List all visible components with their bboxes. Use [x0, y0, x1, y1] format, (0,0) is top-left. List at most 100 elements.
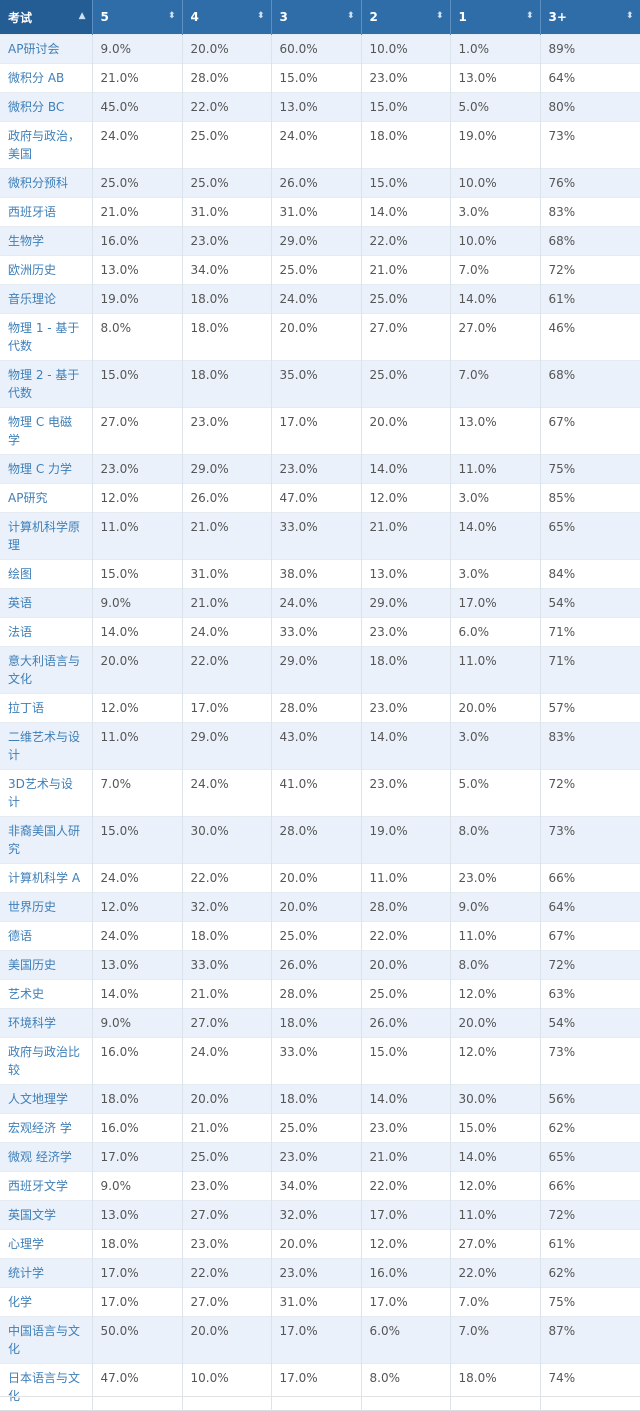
score-cell: 21.0%	[182, 1113, 272, 1143]
score-cell: 65%	[540, 1142, 640, 1172]
column-header-label: 5	[100, 10, 109, 24]
score-cell: 20.0%	[182, 1316, 272, 1364]
table-row: 德语 24.0% 18.0% 25.0% 22.0% 11.0% 67%	[0, 921, 640, 951]
score-cell: 23.0%	[182, 1171, 272, 1201]
score-cell: 72%	[540, 769, 640, 817]
score-cell: 25.0%	[182, 121, 272, 169]
score-cell: 68%	[540, 226, 640, 256]
sort-asc-icon[interactable]: ▲	[78, 11, 86, 21]
score-cell: 66%	[540, 863, 640, 893]
score-cell: 50.0%	[92, 1316, 183, 1364]
score-cell: 7.0%	[92, 769, 183, 817]
score-cell: 25.0%	[361, 360, 451, 408]
score-cell: 72%	[540, 255, 640, 285]
score-cell: 9.0%	[92, 1008, 183, 1038]
score-cell: 27.0%	[182, 1200, 272, 1230]
score-cell: 29.0%	[271, 646, 362, 694]
sort-icon[interactable]: ⬍	[346, 11, 355, 21]
score-cell: 11.0%	[361, 863, 451, 893]
score-cell: 11.0%	[92, 512, 183, 560]
score-cell: 18.0%	[182, 360, 272, 408]
column-header-4[interactable]: 4 ⬍	[182, 0, 272, 35]
score-cell: 43.0%	[271, 722, 362, 770]
score-cell: 14.0%	[450, 512, 541, 560]
score-cell: 22.0%	[361, 921, 451, 951]
score-cell: 17.0%	[271, 1363, 362, 1411]
score-cell: 19.0%	[361, 816, 451, 864]
score-cell: 67%	[540, 921, 640, 951]
sort-icon[interactable]: ⬍	[256, 11, 265, 21]
exam-name-cell: 化学	[0, 1287, 93, 1317]
score-cell: 22.0%	[182, 863, 272, 893]
score-cell: 24.0%	[182, 617, 272, 647]
score-cell: 31.0%	[271, 197, 362, 227]
score-cell: 21.0%	[182, 588, 272, 618]
sort-icon[interactable]: ⬍	[525, 11, 534, 21]
score-cell: 11.0%	[450, 921, 541, 951]
exam-name-cell: 政府与政治比较	[0, 1037, 93, 1085]
sort-icon[interactable]: ⬍	[435, 11, 444, 21]
score-cell: 23.0%	[182, 407, 272, 455]
sort-icon[interactable]: ⬍	[167, 11, 176, 21]
score-cell: 21.0%	[182, 979, 272, 1009]
exam-name-cell: 物理 C 力学	[0, 454, 93, 484]
score-cell: 23.0%	[182, 226, 272, 256]
score-cell: 24.0%	[92, 863, 183, 893]
score-cell: 35.0%	[271, 360, 362, 408]
score-cell: 16.0%	[361, 1258, 451, 1288]
exam-name-cell: 微观 经济学	[0, 1142, 93, 1172]
column-header-5[interactable]: 5 ⬍	[92, 0, 183, 35]
score-cell: 63%	[540, 979, 640, 1009]
score-cell: 15.0%	[361, 92, 451, 122]
score-cell: 9.0%	[92, 588, 183, 618]
score-cell: 23.0%	[271, 454, 362, 484]
table-row: 人文地理学 18.0% 20.0% 18.0% 14.0% 30.0% 56%	[0, 1084, 640, 1114]
table-row: 计算机科学原理 11.0% 21.0% 33.0% 21.0% 14.0% 65%	[0, 512, 640, 560]
score-cell: 12.0%	[92, 483, 183, 513]
score-cell: 27.0%	[450, 1229, 541, 1259]
score-cell: 28.0%	[361, 892, 451, 922]
score-cell: 14.0%	[361, 1084, 451, 1114]
score-cell: 74%	[540, 1363, 640, 1411]
exam-name-cell: 法语	[0, 617, 93, 647]
score-cell: 5.0%	[450, 92, 541, 122]
score-cell: 23.0%	[361, 693, 451, 723]
column-header-3plus[interactable]: 3+ ⬍	[540, 0, 640, 35]
score-cell: 26.0%	[361, 1008, 451, 1038]
score-cell: 76%	[540, 168, 640, 198]
score-cell: 13.0%	[92, 1200, 183, 1230]
score-cell: 7.0%	[450, 360, 541, 408]
score-cell: 14.0%	[361, 454, 451, 484]
column-header-2[interactable]: 2 ⬍	[361, 0, 451, 35]
table-row: 日本语言与文化 47.0% 10.0% 17.0% 8.0% 18.0% 74%	[0, 1363, 640, 1411]
column-header-exam[interactable]: 考试 ▲	[0, 0, 93, 35]
score-cell: 56%	[540, 1084, 640, 1114]
score-cell: 20.0%	[271, 892, 362, 922]
score-cell: 20.0%	[271, 863, 362, 893]
score-cell: 67%	[540, 407, 640, 455]
table-row: 微积分 AB 21.0% 28.0% 15.0% 23.0% 13.0% 64%	[0, 63, 640, 93]
score-cell: 13.0%	[450, 407, 541, 455]
table-row: 英国文学 13.0% 27.0% 32.0% 17.0% 11.0% 72%	[0, 1200, 640, 1230]
table-row: 物理 1 - 基于代数 8.0% 18.0% 20.0% 27.0% 27.0% 46%	[0, 313, 640, 361]
score-cell: 71%	[540, 617, 640, 647]
score-cell: 3.0%	[450, 483, 541, 513]
column-header-3[interactable]: 3 ⬍	[271, 0, 362, 35]
sort-icon[interactable]: ⬍	[625, 11, 634, 21]
column-header-1[interactable]: 1 ⬍	[450, 0, 541, 35]
score-cell: 29.0%	[361, 588, 451, 618]
score-cell: 57%	[540, 693, 640, 723]
score-cell: 19.0%	[450, 121, 541, 169]
exam-name-cell: 中国语言与文化	[0, 1316, 93, 1364]
exam-name-cell: 统计学	[0, 1258, 93, 1288]
score-cell: 46%	[540, 313, 640, 361]
score-cell: 13.0%	[361, 559, 451, 589]
score-cell: 15.0%	[450, 1113, 541, 1143]
score-cell: 85%	[540, 483, 640, 513]
score-cell: 21.0%	[361, 1142, 451, 1172]
score-cell: 27.0%	[450, 313, 541, 361]
score-cell: 15.0%	[361, 168, 451, 198]
column-header-label: 2	[369, 10, 378, 24]
score-cell: 20.0%	[450, 1008, 541, 1038]
score-cell: 17.0%	[182, 693, 272, 723]
